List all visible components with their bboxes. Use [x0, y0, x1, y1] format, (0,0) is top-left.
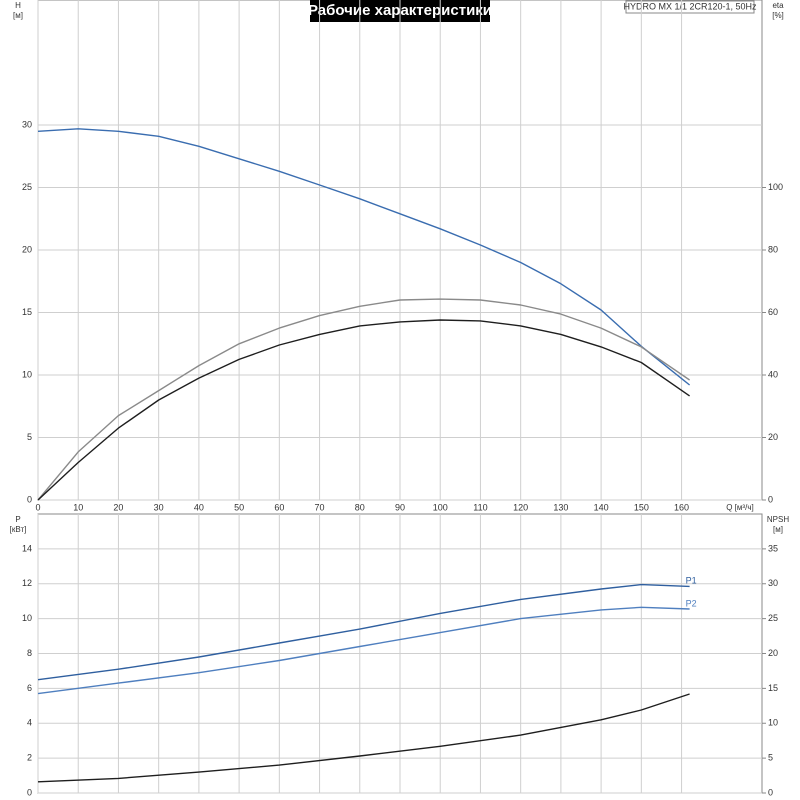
y-tick-label: 25	[22, 182, 32, 192]
series-label: P2	[686, 598, 697, 608]
y-tick-label: 30	[22, 119, 32, 129]
y2-axis-label: eta	[772, 1, 784, 10]
y2-axis-label: NPSH	[767, 515, 789, 524]
x-tick-label: 30	[154, 502, 164, 512]
x-tick-label: 150	[634, 502, 649, 512]
y-axis-label: P	[15, 515, 20, 524]
series-line	[37, 606, 690, 695]
model-box	[625, 0, 755, 14]
series-line	[37, 319, 690, 501]
x-tick-label: 40	[194, 502, 204, 512]
y-tick-label: 15	[22, 307, 32, 317]
y2-tick-label: 25	[768, 613, 778, 623]
x-tick-label: 130	[553, 502, 568, 512]
y2-tick-label: 15	[768, 683, 778, 693]
x-tick-label: 60	[274, 502, 284, 512]
y-axis-label: [м]	[13, 11, 23, 20]
x-tick-label: 50	[234, 502, 244, 512]
y-tick-label: 0	[27, 494, 32, 504]
series-line	[37, 298, 690, 501]
y-tick-label: 10	[22, 613, 32, 623]
y-axis-label: [кВт]	[10, 525, 27, 534]
y2-tick-label: 30	[768, 578, 778, 588]
x-tick-label: 10	[73, 502, 83, 512]
x-tick-label: 120	[513, 502, 528, 512]
y-tick-label: 2	[27, 753, 32, 763]
y2-tick-label: 35	[768, 543, 778, 553]
series-label: P1	[686, 576, 697, 586]
x-tick-label: 90	[395, 502, 405, 512]
y-axis-label: H	[15, 1, 21, 10]
x-tick-label: 160	[674, 502, 689, 512]
y2-tick-label: 60	[768, 307, 778, 317]
y-tick-label: 20	[22, 244, 32, 254]
y-tick-label: 4	[27, 718, 32, 728]
series-line	[37, 693, 690, 783]
y-tick-label: 8	[27, 648, 32, 658]
model: HYDRO MX 1/1 2CR120-1, 50Hz	[623, 1, 757, 11]
y2-tick-label: 5	[768, 753, 773, 763]
series-line	[37, 583, 690, 681]
y-tick-label: 0	[27, 787, 32, 797]
y2-tick-label: 20	[768, 432, 778, 442]
y2-axis-label: [%]	[772, 11, 784, 20]
y-tick-label: 14	[22, 543, 32, 553]
x-tick-label: 140	[594, 502, 609, 512]
x-axis-label: Q [м³/ч]	[726, 503, 753, 512]
y2-tick-label: 20	[768, 648, 778, 658]
y-tick-label: 6	[27, 683, 32, 693]
y-tick-label: 10	[22, 369, 32, 379]
x-tick-label: 0	[35, 502, 40, 512]
x-tick-label: 80	[355, 502, 365, 512]
x-tick-label: 100	[433, 502, 448, 512]
y-tick-label: 12	[22, 578, 32, 588]
y2-axis-label: [м]	[773, 525, 783, 534]
x-tick-label: 70	[315, 502, 325, 512]
y2-tick-label: 10	[768, 718, 778, 728]
y-tick-label: 5	[27, 432, 32, 442]
y2-tick-label: 0	[768, 787, 773, 797]
y2-tick-label: 100	[768, 182, 783, 192]
y2-tick-label: 0	[768, 494, 773, 504]
series-line	[37, 128, 691, 386]
x-tick-label: 110	[473, 502, 487, 512]
x-tick-label: 20	[113, 502, 123, 512]
y2-tick-label: 80	[768, 244, 778, 254]
y2-tick-label: 40	[768, 369, 778, 379]
